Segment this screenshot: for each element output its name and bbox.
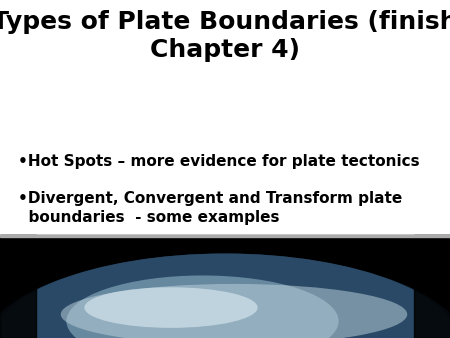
Bar [0, 235, 450, 237]
Bar [0, 235, 36, 338]
Ellipse shape [66, 275, 338, 338]
Text: •California’s complicated tectonic setting – how
    it defines our local geogra: •California’s complicated tectonic setti… [18, 238, 429, 272]
Ellipse shape [61, 284, 407, 338]
Text: •Divergent, Convergent and Transform plate
  boundaries  - some examples: •Divergent, Convergent and Transform pla… [18, 191, 402, 224]
Text: •Hot Spots – more evidence for plate tectonics: •Hot Spots – more evidence for plate tec… [18, 154, 419, 169]
Text: Types of Plate Boundaries (finish
Chapter 4): Types of Plate Boundaries (finish Chapte… [0, 10, 450, 62]
Ellipse shape [0, 254, 450, 338]
Bar [414, 235, 450, 338]
Ellipse shape [0, 254, 450, 338]
Bar [0, 235, 450, 338]
Ellipse shape [85, 287, 257, 328]
